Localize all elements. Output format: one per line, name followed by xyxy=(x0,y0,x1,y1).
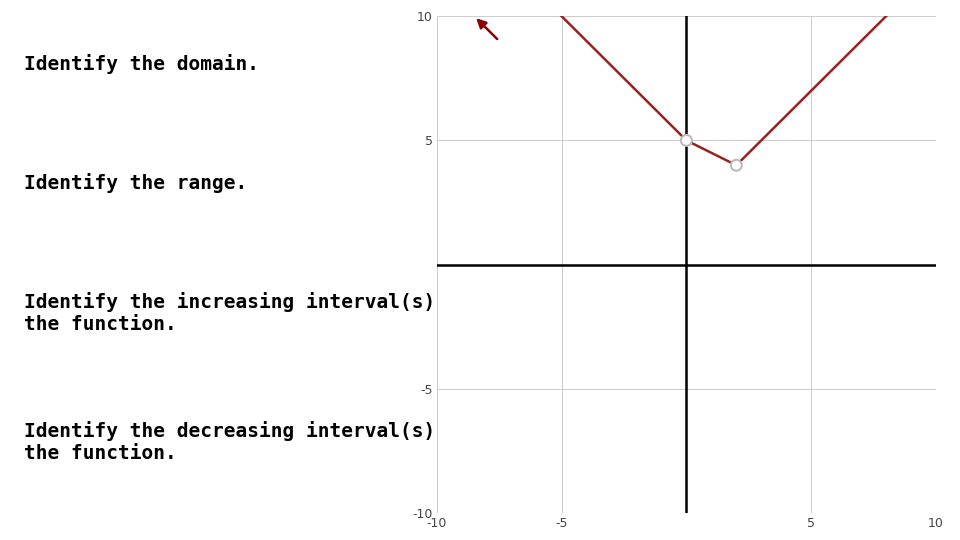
Circle shape xyxy=(681,135,692,146)
Text: Identify the decreasing interval(s) in
the function.: Identify the decreasing interval(s) in t… xyxy=(24,421,470,463)
Circle shape xyxy=(731,160,742,171)
Text: Identify the domain.: Identify the domain. xyxy=(24,54,259,74)
Text: Identify the increasing interval(s) in
the function.: Identify the increasing interval(s) in t… xyxy=(24,292,470,334)
Text: Identify the range.: Identify the range. xyxy=(24,173,248,193)
